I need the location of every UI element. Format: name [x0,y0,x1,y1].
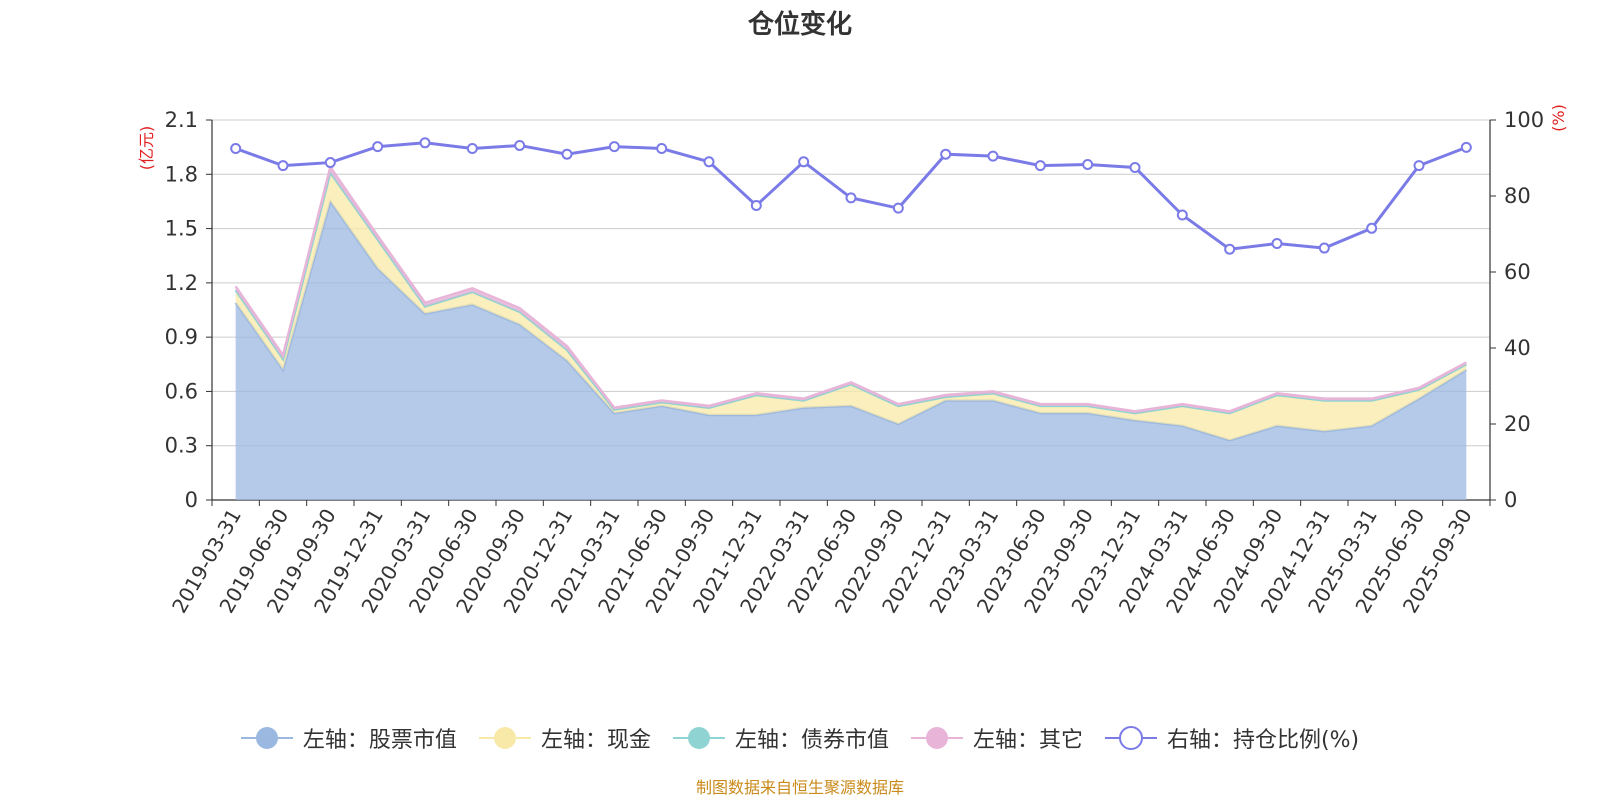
right-tick-label: 80 [1504,184,1531,208]
ratio-point [1366,222,1378,234]
right-tick-label: 40 [1504,336,1531,360]
ratio-point [466,143,478,154]
legend-label: 左轴：股票市值 [302,728,457,753]
legend-label: 右轴：持仓比例(%) [1166,728,1360,753]
area-edge-左轴：其它 [234,164,1467,413]
ratio-point [798,156,810,168]
ratio-point [372,141,384,153]
ratio-point [845,192,857,204]
ratio-point [892,202,904,214]
legend-marker-icon [672,727,725,749]
legend-label: 左轴：现金 [540,728,651,753]
legend-item[interactable]: 左轴：股票市值 [240,722,457,754]
ratio-point [1224,243,1236,255]
right-tick-label: 0 [1504,488,1517,512]
ratio-point [1034,160,1046,172]
ratio-point [1413,160,1425,172]
ratio-point [1082,158,1094,170]
left-tick-label: 1.8 [165,162,198,186]
ratio-point [419,137,431,149]
source-note: 制图数据来自恒生聚源数据库 [695,778,904,797]
right-tick-label: 100 [1504,108,1544,132]
ratio-point [703,156,715,168]
left-tick-label: 0.3 [165,434,198,458]
legend-marker-icon [240,727,293,749]
legend-label: 左轴：其它 [972,728,1083,753]
left-tick-label: 1.2 [165,271,198,295]
area-左轴：现金 [235,172,1467,441]
ratio-point [230,143,242,154]
ratio-point [1176,209,1188,221]
left-tick-label: 0.6 [165,379,198,403]
left-tick-label: 0 [185,488,198,512]
ratio-point [1129,162,1141,173]
ratio-point [940,148,952,160]
legend-item[interactable]: 左轴：现金 [478,722,651,754]
legend-label: 左轴：债券市值 [734,728,889,753]
ratio-point [656,143,668,154]
ratio-point [514,139,526,151]
chart-title: 仓位变化 [747,10,852,40]
ratio-point [561,148,573,160]
legend-item[interactable]: 左轴：债券市值 [672,722,889,754]
left-axis-label: (亿元) [137,126,156,171]
legend-marker-icon [478,727,531,749]
legend-marker-icon [910,727,963,749]
ratio-point [1271,238,1283,249]
ratio-point [1318,242,1330,254]
legend-item[interactable]: 左轴：其它 [910,722,1083,754]
left-tick-label: 1.5 [165,217,198,241]
ratio-point [750,200,762,211]
area-左轴：股票市值 [235,201,1467,500]
legend: 左轴：股票市值 左轴：现金 左轴：债券市值 左轴：其它 右轴：持仓比例(%) [0,722,1600,754]
right-axis-label: (%) [1549,104,1568,132]
ratio-point [277,160,289,172]
ratio-point [987,150,999,162]
legend-item[interactable]: 右轴：持仓比例(%) [1104,722,1360,754]
right-tick-label: 60 [1504,260,1531,284]
left-tick-label: 0.9 [165,325,198,349]
ratio-point [608,141,620,153]
right-tick-label: 20 [1504,412,1531,436]
ratio-point [324,157,336,169]
left-tick-label: 2.1 [165,108,198,132]
legend-marker-icon [1104,726,1157,750]
ratio-point [1460,141,1472,153]
